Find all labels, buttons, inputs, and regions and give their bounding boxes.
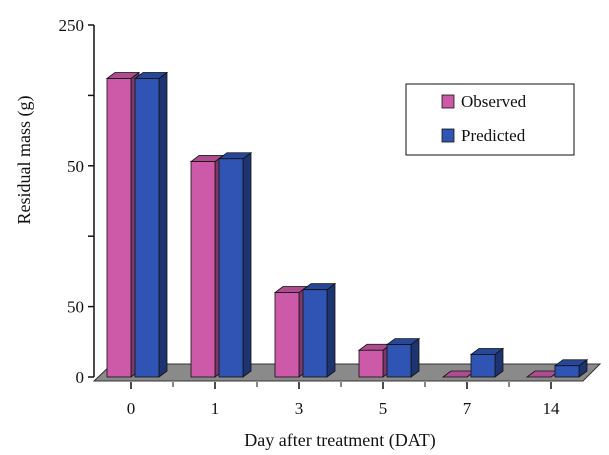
bar-observed-5: [357, 343, 393, 378]
x-tick-label: 3: [295, 399, 304, 418]
legend-swatch-predicted: [441, 128, 455, 143]
bar-observed-1: [189, 154, 225, 378]
bar-predicted-0: [133, 71, 169, 378]
bar-predicted-5-side: [410, 337, 420, 378]
y-tick-label: 50: [67, 298, 84, 317]
x-tick-label: 7: [463, 399, 472, 418]
chart-floor: [92, 363, 602, 382]
y-tick-label: 50: [67, 157, 84, 176]
x-tick-label: 1: [211, 399, 220, 418]
bar-predicted-7-front: [470, 354, 496, 378]
bar-predicted-3-front: [302, 289, 328, 378]
legend-label-predicted: Predicted: [461, 126, 526, 145]
bar-predicted-7: [469, 347, 505, 378]
x-ticks-group: 0 1 3 5 7 14: [127, 382, 560, 418]
bar-predicted-0-front: [134, 78, 160, 378]
bar-observed-0: [105, 71, 141, 378]
y-ticks-group: 0 50 50 250: [59, 16, 94, 387]
x-tick-label: 14: [543, 399, 561, 418]
bar-predicted-1-side: [242, 151, 252, 378]
bar-predicted-3-side: [326, 282, 336, 378]
legend: Observed Predicted: [405, 83, 575, 156]
y-axis-title: Residual mass (g): [14, 96, 35, 225]
bar-observed-1-front: [190, 161, 216, 378]
legend-box: [405, 83, 575, 156]
bar-observed-5-front: [358, 349, 384, 378]
bar-predicted-14-front: [554, 365, 580, 378]
bar-predicted-1-front: [218, 158, 244, 378]
bar-predicted-3: [301, 282, 337, 378]
bar-predicted-5: [385, 337, 421, 378]
bar-observed-0-front: [106, 78, 132, 378]
x-axis-title: Day after treatment (DAT): [244, 430, 435, 451]
bar-predicted-1: [217, 151, 253, 378]
x-tick-label: 0: [127, 399, 136, 418]
bar-observed-3-front: [274, 292, 300, 378]
x-tick-label: 5: [379, 399, 388, 418]
legend-label-observed: Observed: [461, 92, 527, 111]
y-tick-label: 250: [59, 16, 85, 35]
y-tick-label: 0: [76, 368, 85, 387]
bar-predicted-14: [553, 358, 589, 378]
legend-swatch-observed: [441, 94, 455, 109]
bar-predicted-5-front: [386, 344, 412, 378]
bar-observed-3: [273, 285, 309, 378]
floor-group: [92, 363, 602, 382]
bars-group: [105, 71, 589, 378]
bar-predicted-0-side: [158, 71, 168, 378]
